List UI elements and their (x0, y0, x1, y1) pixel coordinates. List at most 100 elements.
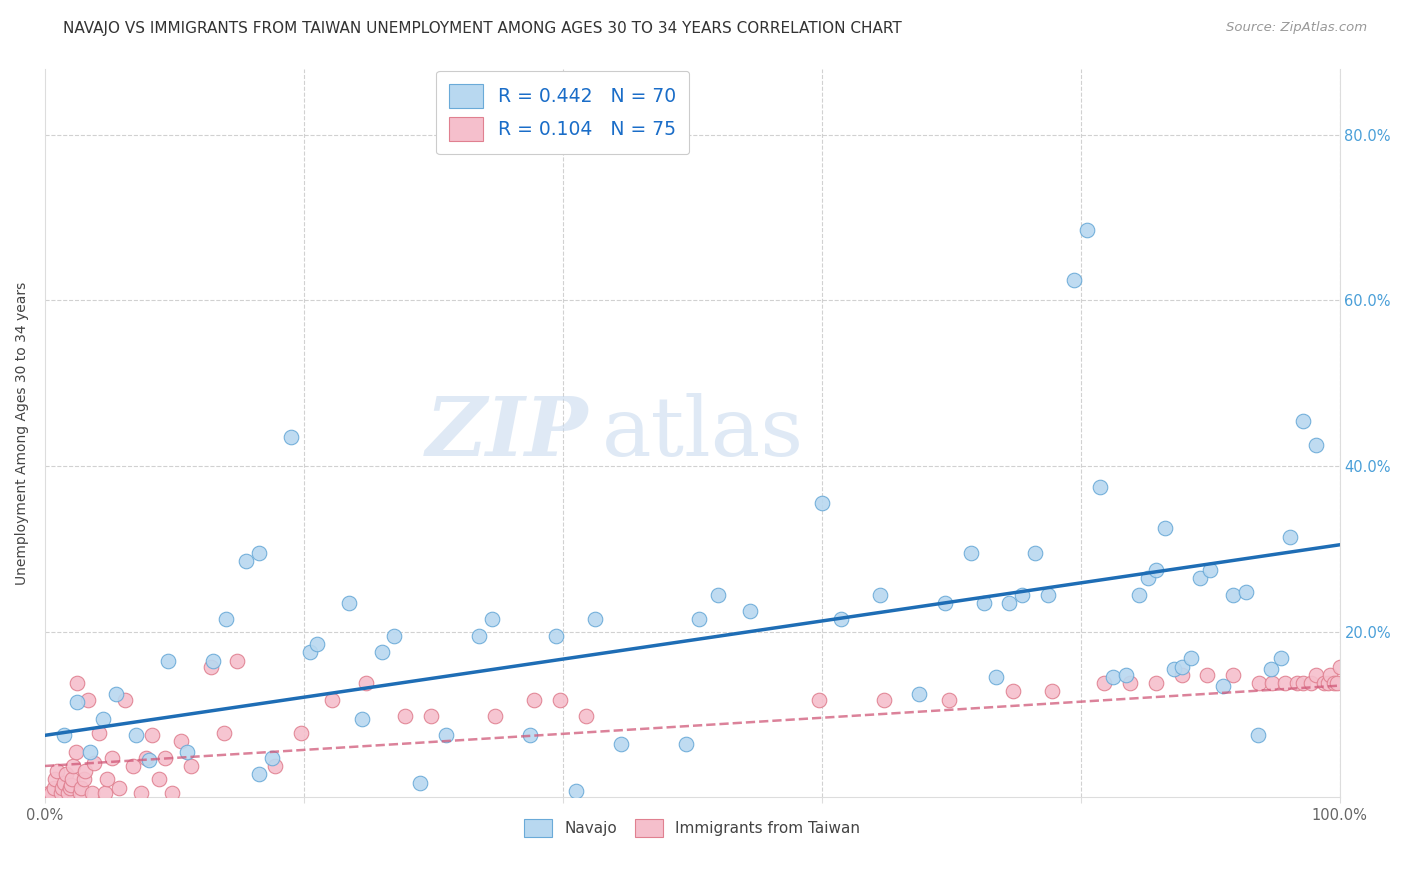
Point (1188, 571, 1211, 585)
Point (583, 612, 606, 626)
Point (96, 772, 118, 787)
Point (869, 587, 891, 601)
Point (155, 750, 177, 764)
Point (546, 629, 568, 643)
Point (1011, 587, 1033, 601)
Point (810, 496, 832, 510)
Point (1222, 668, 1244, 682)
Point (60, 772, 83, 787)
Point (138, 753, 160, 767)
Point (66, 676, 89, 690)
Point (1305, 668, 1327, 682)
Point (907, 687, 929, 701)
Point (434, 728, 457, 742)
Point (1163, 662, 1185, 676)
Point (1040, 684, 1063, 698)
Point (1249, 676, 1271, 690)
Point (66, 695, 89, 709)
Point (394, 709, 416, 723)
Point (55, 767, 77, 781)
Point (80, 786, 103, 800)
Point (148, 772, 170, 787)
Point (62, 759, 84, 773)
Point (1319, 668, 1341, 682)
Point (65, 745, 87, 759)
Point (830, 612, 852, 626)
Point (247, 767, 270, 781)
Point (707, 587, 730, 601)
Point (959, 546, 981, 560)
Point (299, 645, 322, 659)
Point (1136, 571, 1159, 585)
Point (93, 786, 115, 800)
Point (176, 745, 198, 759)
Point (1212, 679, 1234, 693)
Point (1316, 676, 1339, 690)
Point (1313, 676, 1336, 690)
Point (170, 734, 193, 748)
Point (986, 670, 1008, 684)
Point (51, 780, 73, 795)
Point (1170, 668, 1192, 682)
Point (998, 596, 1021, 610)
Text: NAVAJO VS IMMIGRANTS FROM TAIWAN UNEMPLOYMENT AMONG AGES 30 TO 34 YEARS CORRELAT: NAVAJO VS IMMIGRANTS FROM TAIWAN UNEMPLO… (63, 21, 903, 37)
Point (160, 786, 183, 800)
Point (225, 654, 247, 668)
Point (938, 692, 960, 706)
Point (235, 554, 257, 568)
Point (1199, 563, 1222, 577)
Point (409, 775, 432, 789)
Point (290, 726, 312, 740)
Point (58, 786, 80, 800)
Point (564, 784, 586, 798)
Point (41, 786, 63, 800)
Point (484, 709, 506, 723)
Point (321, 692, 343, 706)
Point (1153, 521, 1175, 535)
Point (934, 596, 956, 610)
Point (1180, 651, 1202, 665)
Point (83, 756, 105, 770)
Point (688, 612, 710, 626)
Point (260, 750, 283, 764)
Point (79, 745, 101, 759)
Point (42, 780, 65, 795)
Point (1285, 676, 1308, 690)
Point (105, 687, 128, 701)
Point (1092, 676, 1115, 690)
Point (73, 772, 96, 787)
Point (740, 604, 762, 618)
Point (89, 726, 111, 740)
Point (973, 596, 995, 610)
Point (1323, 676, 1346, 690)
Point (352, 712, 374, 726)
Point (305, 637, 328, 651)
Point (180, 759, 202, 773)
Point (1119, 676, 1142, 690)
Point (1279, 529, 1302, 543)
Point (212, 726, 235, 740)
Point (610, 737, 633, 751)
Point (1088, 480, 1111, 494)
Point (70, 780, 93, 795)
Point (1305, 438, 1327, 452)
Point (1144, 676, 1167, 690)
Point (1170, 659, 1192, 673)
Point (1102, 670, 1125, 684)
Point (59, 778, 82, 792)
Text: atlas: atlas (602, 393, 804, 473)
Point (1270, 651, 1292, 665)
Point (1292, 413, 1315, 427)
Point (548, 692, 571, 706)
Point (1329, 659, 1351, 673)
Point (49, 786, 72, 800)
Point (575, 709, 598, 723)
Point (467, 629, 489, 643)
Point (215, 612, 238, 626)
Point (156, 654, 179, 668)
Point (200, 659, 222, 673)
Text: Source: ZipAtlas.com: Source: ZipAtlas.com (1226, 21, 1367, 35)
Point (53, 728, 76, 742)
Point (1274, 676, 1296, 690)
Point (1234, 585, 1257, 599)
